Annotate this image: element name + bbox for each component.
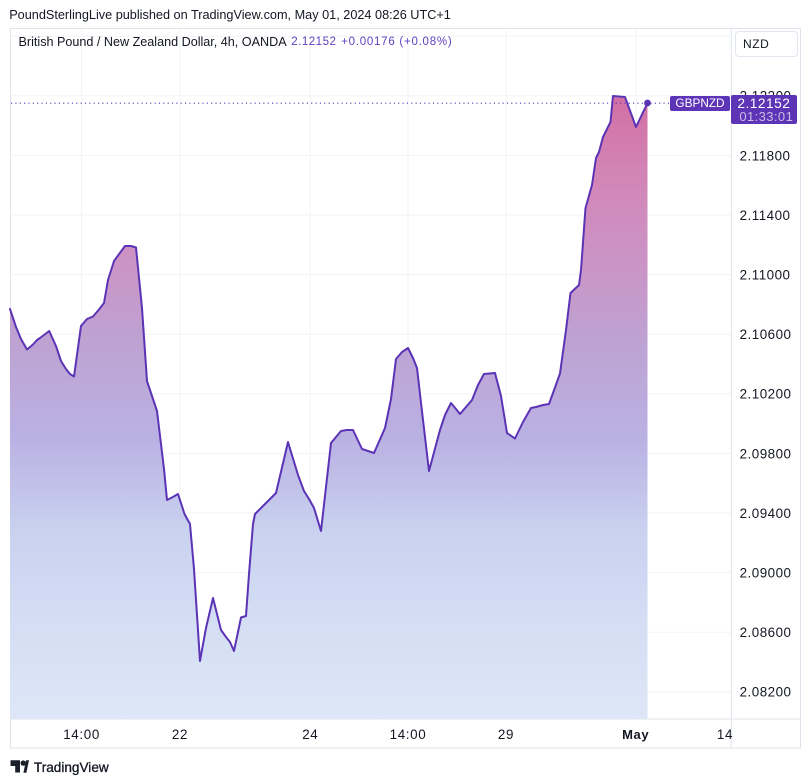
svg-text:2.09400: 2.09400 bbox=[740, 506, 792, 521]
svg-text:29: 29 bbox=[498, 727, 514, 742]
svg-text:2.11400: 2.11400 bbox=[740, 208, 791, 223]
svg-text:14: 14 bbox=[717, 727, 733, 742]
svg-text:2.11800: 2.11800 bbox=[740, 148, 791, 163]
svg-text:2.11000: 2.11000 bbox=[740, 268, 791, 283]
svg-text:24: 24 bbox=[302, 727, 318, 742]
svg-text:2.10200: 2.10200 bbox=[740, 387, 792, 402]
svg-text:2.10600: 2.10600 bbox=[740, 327, 792, 342]
svg-text:May: May bbox=[622, 727, 649, 742]
svg-text:14:00: 14:00 bbox=[63, 727, 100, 742]
svg-text:2.08200: 2.08200 bbox=[740, 685, 792, 700]
svg-text:14:00: 14:00 bbox=[390, 727, 427, 742]
svg-text:2.08600: 2.08600 bbox=[740, 625, 792, 640]
svg-text:22: 22 bbox=[172, 727, 188, 742]
svg-text:2.09800: 2.09800 bbox=[740, 446, 792, 461]
svg-text:2.09000: 2.09000 bbox=[740, 566, 792, 581]
